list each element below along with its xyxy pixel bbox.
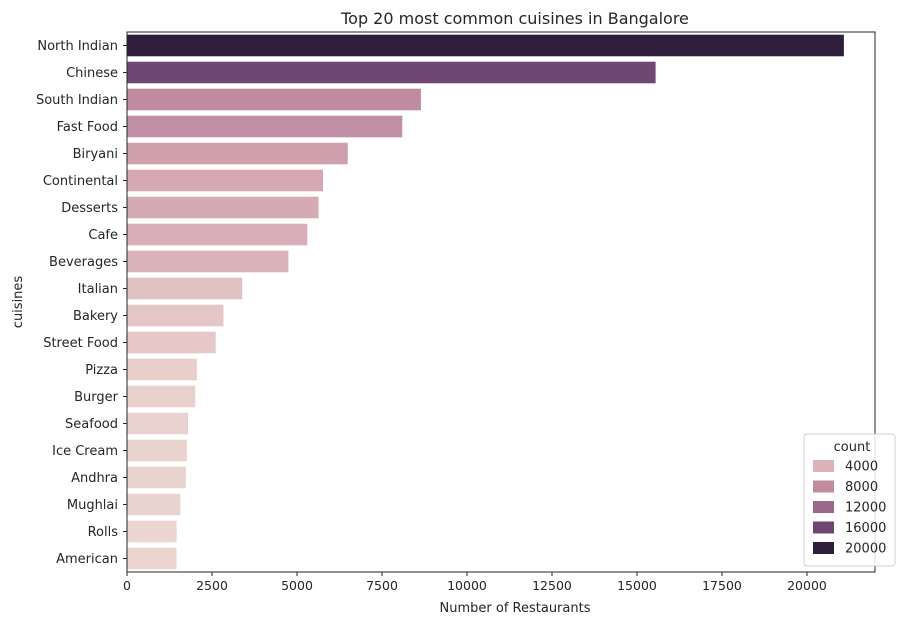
legend-swatch [813, 521, 834, 534]
x-tick-label: 10000 [447, 578, 487, 593]
x-axis-label: Number of Restaurants [440, 601, 591, 616]
y-tick-label: Cafe [88, 228, 118, 243]
y-tick-label: Italian [78, 282, 118, 297]
y-tick-label: Street Food [43, 336, 118, 351]
bar-andhra [127, 466, 186, 489]
x-tick-label: 0 [123, 578, 131, 593]
bar-desserts [127, 196, 319, 219]
x-tick-label: 5000 [281, 578, 313, 593]
bar-ice-cream [127, 439, 187, 462]
legend-swatch [813, 501, 834, 513]
legend-swatch [813, 460, 834, 472]
y-tick-label: Bakery [73, 309, 118, 324]
x-tick-label: 12500 [532, 578, 572, 593]
y-tick-label: Fast Food [57, 120, 118, 135]
legend-label: 4000 [845, 460, 878, 475]
bar-biryani [127, 142, 348, 165]
legend-label: 12000 [845, 501, 886, 516]
legend-swatch [813, 480, 834, 493]
y-tick-label: Pizza [85, 363, 118, 378]
legend: count 4000 8000 12000 16000 20000 [803, 433, 896, 567]
y-tick-label: South Indian [36, 93, 118, 108]
bar-italian [127, 277, 243, 300]
bar-north-indian [127, 34, 844, 57]
bar-continental [127, 169, 324, 192]
bar-seafood [127, 412, 189, 435]
y-tick-label: Continental [43, 174, 118, 189]
chart-title: Top 20 most common cuisines in Bangalore [340, 9, 689, 28]
bars-group [127, 34, 844, 570]
bar-mughlai [127, 493, 181, 516]
x-tick-label: 7500 [366, 578, 398, 593]
y-tick-label: American [56, 552, 118, 567]
x-tick-label: 2500 [196, 578, 228, 593]
legend-swatch [813, 542, 834, 554]
bar-pizza [127, 358, 197, 381]
x-tick-label: 17500 [702, 578, 742, 593]
plot-frame [126, 31, 876, 573]
y-tick-label: Beverages [49, 255, 118, 270]
y-tick-label: Seafood [65, 417, 118, 432]
bar-american [127, 547, 177, 570]
y-tick-label: Desserts [61, 201, 118, 216]
x-tick-label: 15000 [617, 578, 657, 593]
x-tick-label: 20000 [787, 578, 827, 593]
y-tick-label: Andhra [71, 471, 118, 486]
bar-rolls [127, 520, 177, 543]
y-tick-label: North Indian [37, 39, 118, 54]
legend-label: 20000 [845, 542, 886, 557]
y-tick-label: Biryani [73, 147, 118, 162]
y-tick-label: Ice Cream [52, 444, 118, 459]
bar-bakery [127, 304, 224, 327]
y-axis-label: cuisines [11, 276, 26, 329]
bar-chinese [127, 61, 656, 84]
y-tick-label: Burger [74, 390, 119, 405]
bar-street-food [127, 331, 216, 354]
y-tick-labels: North Indian Chinese South Indian Fast Food… [36, 39, 127, 567]
y-tick-label: Chinese [66, 66, 118, 81]
bar-cafe [127, 223, 308, 246]
bar-burger [127, 385, 196, 408]
bar-fast-food [127, 115, 403, 138]
legend-items: 4000 8000 12000 16000 20000 [813, 460, 886, 557]
legend-label: 16000 [845, 521, 886, 536]
bar-south-indian [127, 88, 421, 111]
x-tick-labels: 0 2500 5000 7500 10000 12500 15000 17500 20000 [123, 572, 827, 593]
legend-label: 8000 [845, 480, 878, 495]
y-tick-label: Mughlai [67, 498, 118, 513]
y-tick-label: Rolls [88, 525, 119, 540]
bar-beverages [127, 250, 289, 273]
legend-title: count [834, 440, 871, 455]
